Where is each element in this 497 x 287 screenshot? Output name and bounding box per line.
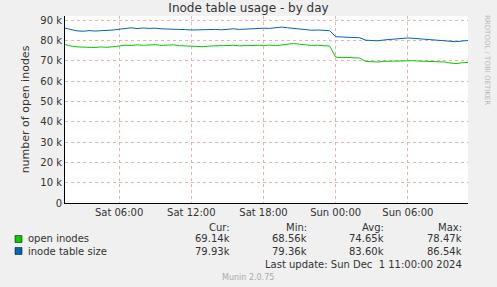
svg-text:Sat 18:00: Sat 18:00 xyxy=(239,207,287,218)
svg-text:open inodes: open inodes xyxy=(28,233,89,244)
svg-text:RRDTOOL / TOBI OETIKER: RRDTOOL / TOBI OETIKER xyxy=(483,15,491,105)
svg-text:79.36k: 79.36k xyxy=(272,246,307,257)
svg-text:Avg:: Avg: xyxy=(362,222,384,233)
svg-text:70 k: 70 k xyxy=(40,55,62,66)
svg-text:78.47k: 78.47k xyxy=(427,233,462,244)
svg-text:80 k: 80 k xyxy=(40,35,62,46)
svg-text:Sat 06:00: Sat 06:00 xyxy=(95,207,143,218)
svg-text:Sun 00:00: Sun 00:00 xyxy=(310,207,361,218)
svg-text:40 k: 40 k xyxy=(40,116,62,127)
svg-text:10 k: 10 k xyxy=(40,177,62,188)
svg-text:Inode table usage - by day: Inode table usage - by day xyxy=(168,1,328,15)
svg-text:90 k: 90 k xyxy=(40,15,62,26)
svg-text:83.60k: 83.60k xyxy=(349,246,384,257)
svg-text:79.93k: 79.93k xyxy=(195,246,230,257)
svg-text:60 k: 60 k xyxy=(40,76,62,87)
svg-text:Sun 06:00: Sun 06:00 xyxy=(382,207,433,218)
svg-text:Sat 12:00: Sat 12:00 xyxy=(167,207,215,218)
svg-text:0: 0 xyxy=(56,198,62,209)
svg-text:74.65k: 74.65k xyxy=(349,233,384,244)
svg-text:30 k: 30 k xyxy=(40,137,62,148)
svg-text:Last update: Sun Dec 1 11:00:: Last update: Sun Dec 1 11:00:00 2024 xyxy=(265,259,462,270)
svg-text:20 k: 20 k xyxy=(40,157,62,168)
svg-text:Max:: Max: xyxy=(438,222,462,233)
svg-text:number of open inodes: number of open inodes xyxy=(19,45,32,173)
svg-text:69.14k: 69.14k xyxy=(195,233,230,244)
svg-text:Min:: Min: xyxy=(286,222,307,233)
svg-text:inode table size: inode table size xyxy=(28,246,107,257)
svg-text:86.54k: 86.54k xyxy=(427,246,462,257)
svg-text:Munin 2.0.75: Munin 2.0.75 xyxy=(222,273,274,282)
svg-text:Cur:: Cur: xyxy=(209,222,230,233)
svg-text:50 k: 50 k xyxy=(40,96,62,107)
svg-text:68.56k: 68.56k xyxy=(272,233,307,244)
